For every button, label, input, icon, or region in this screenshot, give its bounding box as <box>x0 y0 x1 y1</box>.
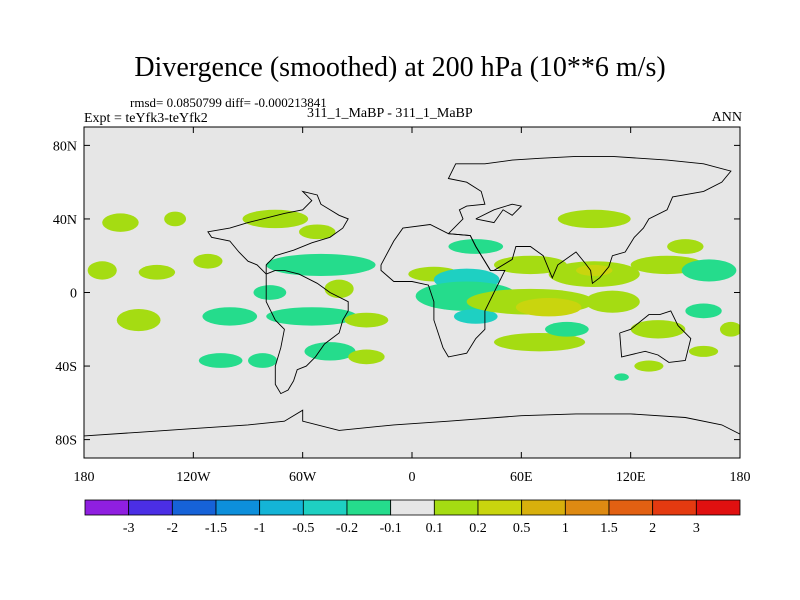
coastline-south-america <box>265 269 349 395</box>
colorbar-label: -0.1 <box>380 521 402 536</box>
colorbar-swatch <box>302 499 348 516</box>
contour-blob <box>515 298 582 317</box>
colorbar-swatch <box>477 499 523 516</box>
contour-blob <box>164 211 187 227</box>
colorbar-label: 0.2 <box>469 521 487 536</box>
contour-blob <box>630 320 686 339</box>
y-tick-label: 40N <box>53 213 77 228</box>
contour-blob <box>685 303 722 319</box>
map-background <box>84 127 740 458</box>
contour-blob <box>202 307 258 326</box>
colorbar-swatch <box>171 499 217 516</box>
y-tick-label: 80S <box>55 434 77 449</box>
contour-blob <box>253 285 287 300</box>
experiment-label: Expt = teYfk3-teYfk2 <box>84 111 208 126</box>
colorbar-swatch <box>564 499 610 516</box>
contour-blob <box>344 312 389 328</box>
colorbar-label: -0.2 <box>336 521 358 536</box>
colorbar-label: -1.5 <box>205 521 227 536</box>
contour-blob <box>324 279 354 299</box>
colorbar-label: 1 <box>562 521 569 536</box>
coastline-antarctica <box>84 409 740 458</box>
contour-blob <box>304 342 356 361</box>
contour-blob <box>667 239 704 254</box>
coastline-australia <box>619 310 692 363</box>
y-tick-label: 40S <box>55 360 77 375</box>
contour-blob <box>688 345 719 357</box>
colorbar-swatch <box>608 499 654 516</box>
contour-blob <box>299 224 336 240</box>
contour-blob <box>576 264 613 276</box>
contour-blob <box>453 309 498 324</box>
colorbar-swatch <box>128 499 173 516</box>
x-tick-label: 120E <box>616 470 646 485</box>
contour-blob <box>494 332 586 352</box>
contour-blob <box>719 321 740 337</box>
colorbar-swatch <box>215 499 261 516</box>
contour-blob <box>248 353 278 368</box>
coastline-north-america <box>207 190 349 275</box>
colorbar-label: -1 <box>254 521 266 536</box>
colorbar-label: -3 <box>123 521 135 536</box>
contour-blob <box>585 290 640 313</box>
x-tick-label: 180 <box>730 470 751 485</box>
contour-blob <box>545 321 589 337</box>
colorbar-swatch <box>521 499 566 516</box>
x-tick-label: 180 <box>74 470 95 485</box>
colorbar-swatch <box>84 499 130 516</box>
colorbar-label: 3 <box>693 521 700 536</box>
y-tick-label: 80N <box>53 139 77 154</box>
contour-blob <box>242 209 309 229</box>
contour-blob <box>634 360 664 372</box>
coastline-arabia-mediterranean <box>475 203 523 224</box>
colorbar-label: 2 <box>649 521 656 536</box>
contour-blob <box>193 253 223 269</box>
coastline-africa <box>380 224 506 358</box>
chart-title: Divergence (smoothed) at 200 hPa (10**6 … <box>134 52 666 83</box>
y-tick-label: 0 <box>70 287 77 302</box>
stats-text: rmsd= 0.0850799 diff= -0.000213841 <box>130 95 327 110</box>
colorbar-label: 0.5 <box>513 521 531 536</box>
colorbar-swatch <box>652 499 697 516</box>
colorbar-swatch <box>390 499 435 516</box>
contour-blob <box>138 264 176 280</box>
contour-blob <box>102 213 139 232</box>
contour-blob <box>198 353 243 368</box>
colorbar-label: 1.5 <box>600 521 618 536</box>
colorbar-swatch <box>346 499 392 516</box>
contour-blob <box>266 307 358 326</box>
x-tick-label: 0 <box>409 470 416 485</box>
contour-blob <box>348 349 385 365</box>
contour-blob <box>87 261 117 280</box>
case-names: 311_1_MaBP - 311_1_MaBP <box>307 106 473 121</box>
x-tick-label: 60E <box>510 470 533 485</box>
colorbar-label: -2 <box>166 521 178 536</box>
colorbar-swatch <box>433 499 479 516</box>
x-tick-label: 120W <box>176 470 211 485</box>
x-tick-label: 60W <box>289 470 317 485</box>
colorbar-swatch <box>259 499 304 516</box>
season-label: ANN <box>711 110 742 125</box>
coastline-asia <box>447 155 732 285</box>
contour-blob <box>681 259 737 282</box>
colorbar-label: -0.5 <box>292 521 314 536</box>
colorbar-label: 0.1 <box>426 521 444 536</box>
contour-blob <box>266 253 376 276</box>
contour-blob <box>116 309 161 332</box>
contour-blob <box>557 209 631 229</box>
colorbar-swatch <box>695 499 741 516</box>
contour-blob <box>614 373 629 381</box>
